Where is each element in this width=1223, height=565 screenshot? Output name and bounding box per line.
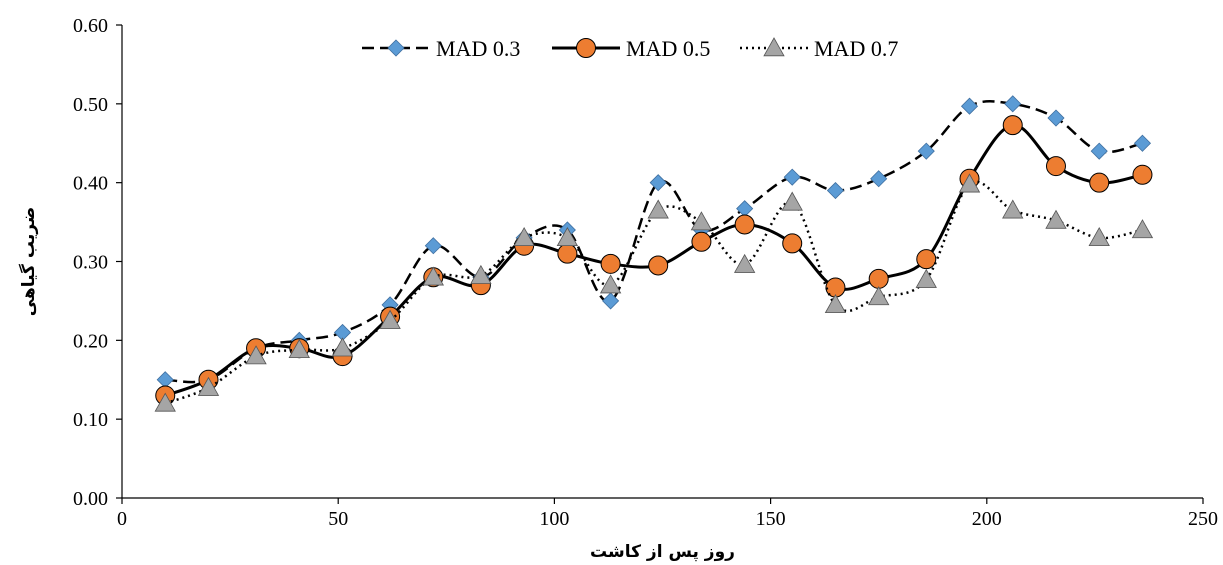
data-point-triangle [958,173,981,193]
data-point-triangle [556,227,579,247]
y-axis-title: ضریب گیاهی [18,207,39,317]
data-point-triangle [1088,227,1110,247]
data-point-diamond [424,237,442,255]
legend-label: MAD 0.5 [626,36,710,61]
y-tick-label: 0.10 [73,409,108,431]
axes [116,24,1204,504]
legend-label: MAD 0.7 [814,36,898,61]
x-tick-label: 50 [328,508,348,530]
data-point-triangle [379,309,401,329]
legend-label: MAD 0.3 [436,36,520,61]
series-layer [154,95,1154,412]
y-tick-label: 0.50 [73,94,108,116]
x-tick-label: 200 [972,508,1002,530]
data-point-circle [557,243,578,264]
legend: MAD 0.3 MAD 0.5 MAD 0.7 [362,36,898,61]
data-point-diamond [156,371,174,389]
data-point-triangle [868,286,890,306]
data-point-circle [1045,156,1066,177]
legend-entry: MAD 0.5 [552,36,710,61]
x-tick-label: 150 [756,508,786,530]
data-point-triangle [197,376,220,396]
data-point-diamond [826,181,845,200]
y-tick-label: 0.60 [73,15,108,37]
data-point-triangle [1045,209,1067,229]
data-point-circle [734,214,755,235]
data-point-circle [1132,164,1153,185]
data-point-triangle [733,253,756,273]
legend-entry: MAD 0.7 [740,36,898,61]
data-point-triangle [245,345,267,365]
legend-entry: MAD 0.3 [362,36,520,61]
data-point-diamond [870,170,888,188]
data-point-triangle [513,227,535,247]
data-point-diamond [1047,109,1065,127]
series-triangle [154,173,1154,412]
data-point-triangle [422,266,445,286]
data-point-circle [916,249,937,270]
data-point-circle [1002,115,1023,136]
y-tick-label: 0.40 [73,173,108,195]
data-point-triangle [1131,219,1154,239]
legend-marker-diamond [387,39,405,57]
data-point-triangle [824,294,847,314]
series-circle [155,115,1153,406]
data-point-triangle [915,268,937,288]
data-point-triangle [470,264,492,284]
data-point-circle [691,231,712,252]
data-point-triangle [288,338,310,358]
x-tick-label: 100 [539,508,569,530]
y-tick-label: 0.20 [73,330,108,352]
data-point-triangle [781,191,803,211]
data-point-diamond [960,97,979,115]
data-point-diamond [602,292,620,310]
data-point-diamond [1133,134,1152,152]
series-line [165,100,1143,384]
y-tick-label: 0.30 [73,252,108,274]
data-point-diamond [917,142,935,160]
tick-labels: 0.00 0.10 0.20 0.30 0.40 0.50 0.60 0 50 100 150 200… [73,15,1218,530]
data-point-circle [1089,172,1110,193]
y-tick-label: 0.00 [73,488,108,510]
data-point-diamond [736,200,754,218]
legend-marker-triangle [763,37,785,57]
data-point-diamond [1004,95,1022,113]
data-point-triangle [331,337,354,357]
data-point-diamond [649,174,667,192]
data-point-circle [868,268,889,289]
data-point-triangle [1002,199,1024,219]
data-point-circle [600,253,621,274]
legend-marker-circle [576,38,596,58]
data-point-circle [648,255,669,276]
data-point-diamond [1090,142,1108,160]
data-point-triangle [647,199,669,219]
x-tick-label: 250 [1188,508,1218,530]
data-point-diamond [783,168,801,186]
x-tick-label: 0 [117,508,127,530]
data-point-triangle [154,392,176,412]
data-point-triangle [599,274,622,294]
data-point-triangle [690,211,713,231]
x-axis-title: روز پس از کاشت [590,542,735,562]
data-point-circle [782,233,803,254]
